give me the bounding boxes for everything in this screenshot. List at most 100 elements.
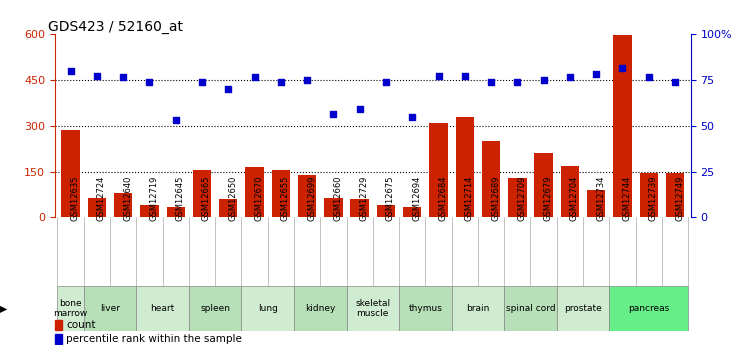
Bar	[114, 193, 132, 217]
Point	[564, 75, 576, 80]
Text: brain: brain	[466, 304, 490, 313]
Text: count: count	[67, 320, 96, 330]
Point	[143, 79, 155, 85]
Text: GSM12719: GSM12719	[149, 175, 159, 221]
Text: spleen: spleen	[200, 304, 230, 313]
Text: GSM12744: GSM12744	[623, 175, 632, 221]
Bar	[429, 123, 447, 217]
Bar	[298, 175, 317, 217]
Text: GSM12724: GSM12724	[97, 175, 106, 221]
Bar	[193, 170, 211, 217]
Text: GSM12679: GSM12679	[544, 175, 553, 221]
Point	[591, 71, 602, 77]
Point	[222, 87, 234, 92]
Bar	[55, 334, 62, 344]
Point	[275, 79, 287, 85]
Point	[301, 77, 313, 83]
Bar	[350, 199, 369, 217]
Point	[485, 79, 497, 85]
Point	[65, 68, 77, 74]
Bar	[452, 286, 504, 331]
Text: spinal cord: spinal cord	[506, 304, 556, 313]
Text: GSM12645: GSM12645	[175, 175, 185, 221]
Bar	[167, 207, 185, 217]
Text: GSM12714: GSM12714	[465, 175, 474, 221]
Bar	[640, 173, 658, 217]
Text: GSM12665: GSM12665	[202, 175, 211, 221]
Text: GSM12729: GSM12729	[360, 175, 368, 221]
Point	[512, 79, 523, 85]
Text: thymus: thymus	[409, 304, 442, 313]
Text: GSM12734: GSM12734	[596, 175, 605, 221]
Bar	[508, 178, 526, 217]
Bar	[557, 286, 610, 331]
Bar	[61, 130, 80, 217]
Bar	[272, 170, 290, 217]
Bar	[189, 286, 241, 331]
Text: liver: liver	[100, 304, 120, 313]
Point	[170, 117, 181, 122]
Bar	[88, 198, 106, 217]
Point	[538, 77, 550, 83]
Bar	[219, 199, 238, 217]
Text: GSM12684: GSM12684	[439, 175, 447, 221]
Text: lung: lung	[258, 304, 278, 313]
Bar	[399, 286, 452, 331]
Bar	[613, 34, 632, 217]
Bar	[246, 167, 264, 217]
Bar	[55, 320, 62, 330]
Text: GSM12749: GSM12749	[675, 175, 684, 221]
Bar	[84, 286, 136, 331]
Bar	[241, 286, 294, 331]
Bar	[610, 286, 688, 331]
Bar	[403, 207, 422, 217]
Text: GSM12660: GSM12660	[333, 175, 342, 221]
Bar	[534, 153, 553, 217]
Text: GSM12675: GSM12675	[386, 175, 395, 221]
Point	[91, 73, 103, 78]
Bar	[561, 166, 579, 217]
Text: GSM12670: GSM12670	[254, 175, 264, 221]
Bar	[376, 205, 395, 217]
Text: GSM12655: GSM12655	[281, 175, 289, 221]
Point	[433, 73, 444, 78]
Bar	[324, 198, 343, 217]
Text: percentile rank within the sample: percentile rank within the sample	[67, 334, 242, 344]
Point	[249, 75, 260, 80]
Point	[327, 111, 339, 117]
Bar	[482, 141, 500, 217]
Point	[459, 73, 471, 78]
Text: GSM12694: GSM12694	[412, 175, 421, 221]
Point	[196, 79, 208, 85]
Point	[354, 106, 366, 112]
Bar	[140, 205, 159, 217]
Text: GDS423 / 52160_at: GDS423 / 52160_at	[48, 20, 183, 34]
Point	[406, 114, 418, 119]
Point	[380, 79, 392, 85]
Text: bone
marrow: bone marrow	[53, 299, 88, 318]
Text: GSM12689: GSM12689	[491, 175, 500, 221]
Point	[117, 75, 129, 80]
Bar	[58, 286, 84, 331]
Bar	[455, 117, 474, 217]
Bar	[346, 286, 399, 331]
Point	[617, 65, 629, 71]
Text: skeletal
muscle: skeletal muscle	[355, 299, 390, 318]
Text: GSM12704: GSM12704	[570, 175, 579, 221]
Text: GSM12699: GSM12699	[307, 175, 316, 221]
Bar	[666, 173, 684, 217]
Text: GSM12640: GSM12640	[123, 175, 132, 221]
Text: GSM12709: GSM12709	[518, 175, 526, 221]
Point	[669, 79, 681, 85]
Text: GSM12739: GSM12739	[648, 175, 658, 221]
Point	[643, 75, 654, 80]
Text: heart: heart	[151, 304, 175, 313]
Text: prostate: prostate	[564, 304, 602, 313]
Text: tissue ▶: tissue ▶	[0, 304, 7, 314]
Bar	[504, 286, 557, 331]
Bar	[294, 286, 346, 331]
Text: GSM12635: GSM12635	[71, 175, 80, 221]
Bar	[136, 286, 189, 331]
Text: pancreas: pancreas	[628, 304, 670, 313]
Text: kidney: kidney	[305, 304, 336, 313]
